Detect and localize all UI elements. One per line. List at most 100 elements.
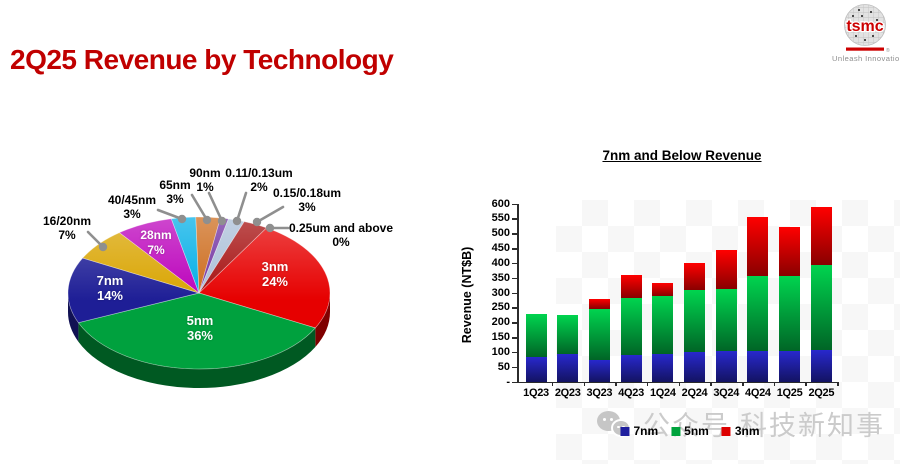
x-tick-label: 3Q23 <box>586 387 613 399</box>
bar-chart-legend: 7nm 5nm 3nm <box>620 424 760 438</box>
x-tick-label: 1Q25 <box>776 387 803 399</box>
x-tick-label: 2Q25 <box>808 387 835 399</box>
watermark: 公众号 科技新知事 <box>597 404 885 443</box>
y-tick-label: 100 <box>491 345 510 358</box>
y-tick-mark <box>512 233 517 235</box>
bar-segment-7nm <box>557 354 579 382</box>
pie-leader-line <box>235 191 248 223</box>
x-tick-mark <box>805 382 807 386</box>
legend-item-5nm: 5nm <box>671 424 709 438</box>
pie-leader-line <box>156 208 184 221</box>
y-tick-label: 50 <box>497 360 510 373</box>
y-tick-label: 600 <box>491 197 510 210</box>
pie-slice-side <box>78 322 316 388</box>
bar-segment-3nm <box>652 282 674 296</box>
x-tick-label: 1Q24 <box>649 387 676 399</box>
pie-leader-dot <box>265 223 275 233</box>
bar-segment-7nm <box>525 356 547 382</box>
legend-label: 3nm <box>734 424 760 438</box>
bar-segment-7nm <box>652 353 674 382</box>
bar-segment-5nm <box>525 314 547 357</box>
bar-segment-5nm <box>620 298 642 356</box>
pie-leader-dot <box>177 214 187 224</box>
bar-segment-7nm <box>620 355 642 382</box>
y-tick-label: - <box>506 375 510 388</box>
bar-segment-7nm <box>684 352 705 382</box>
bar-segment-7nm <box>779 350 801 382</box>
page-title: 2Q25 Revenue by Technology <box>10 44 394 75</box>
bar-segment-5nm <box>810 264 832 350</box>
bar-segment-5nm <box>557 314 579 355</box>
pie-leader-line <box>207 191 224 223</box>
x-tick-mark <box>773 382 776 386</box>
y-tick-mark <box>512 381 517 383</box>
y-tick-mark <box>512 203 517 205</box>
bar-segment-7nm <box>715 350 737 382</box>
pie-leader-dot <box>98 242 108 252</box>
bar-segment-5nm <box>779 275 801 351</box>
y-axis-line <box>517 204 519 382</box>
logo-underline <box>846 47 884 51</box>
bar-segment-3nm <box>620 274 642 299</box>
legend-label: 5nm <box>684 424 709 438</box>
wafer-icon <box>844 4 886 46</box>
watermark-platform: 公众号 <box>643 411 730 441</box>
pie-leader-dot <box>252 217 262 227</box>
y-tick-mark <box>512 218 517 220</box>
wafer-dots <box>849 9 881 41</box>
y-tick-label: 150 <box>491 331 510 343</box>
tsmc-logo: tsmc ® Unleash Innovation <box>832 4 900 63</box>
bar-segment-5nm <box>747 275 769 352</box>
y-tick-mark <box>512 292 517 294</box>
y-tick-label: 500 <box>491 227 510 240</box>
x-tick-mark <box>678 382 681 386</box>
x-tick-mark <box>710 382 712 386</box>
y-tick-mark <box>512 366 517 369</box>
bar-chart-title: 7nm and Below Revenue <box>602 148 762 163</box>
y-tick-mark <box>512 307 517 309</box>
y-tick-mark <box>512 248 517 250</box>
pie-leader-dot <box>232 216 242 226</box>
pie-leader-dot <box>202 215 212 225</box>
bar-segment-7nm <box>588 359 610 382</box>
legend-swatch-3nm <box>721 426 731 436</box>
bar-segment-5nm <box>715 289 737 351</box>
x-tick-label: 4Q24 <box>745 387 771 399</box>
bar-segment-7nm <box>747 351 769 382</box>
y-tick-mark <box>512 337 517 339</box>
y-tick-label: 450 <box>491 242 510 254</box>
logo-brand-text: tsmc <box>846 18 883 35</box>
y-tick-mark <box>512 262 517 265</box>
y-tick-label: 400 <box>491 256 510 269</box>
bar-segment-7nm <box>810 349 832 382</box>
y-tick-mark <box>512 322 517 324</box>
x-tick-mark <box>837 382 839 386</box>
watermark-account: 科技新知事 <box>740 411 885 441</box>
x-tick-label: 3Q24 <box>713 387 740 399</box>
registered-mark: ® <box>886 47 890 54</box>
bar-segment-3nm <box>747 217 769 276</box>
x-axis-line <box>517 381 838 383</box>
y-tick-label: 250 <box>491 301 510 314</box>
x-tick-label: 1Q23 <box>523 387 549 399</box>
x-tick-mark <box>551 382 554 386</box>
pie-leader-dot <box>217 216 227 226</box>
bar-segment-3nm <box>810 207 832 265</box>
bar-segment-3nm <box>715 249 737 290</box>
bar-segment-3nm <box>779 226 801 276</box>
x-tick-mark <box>615 382 617 386</box>
pie-leader-line <box>255 205 285 224</box>
bar-segment-3nm <box>588 298 610 309</box>
x-tick-label: 2Q24 <box>681 387 708 399</box>
legend-item-7nm: 7nm <box>620 424 658 438</box>
legend-label: 7nm <box>633 424 659 438</box>
logo-tagline: Unleash Innovation <box>832 54 900 63</box>
x-tick-mark <box>583 382 586 386</box>
bar-segment-5nm <box>588 308 610 360</box>
legend-swatch-7nm <box>620 426 630 436</box>
y-tick-label: 300 <box>491 286 510 299</box>
bar-segment-3nm <box>684 262 705 291</box>
y-tick-label: 350 <box>491 271 510 284</box>
